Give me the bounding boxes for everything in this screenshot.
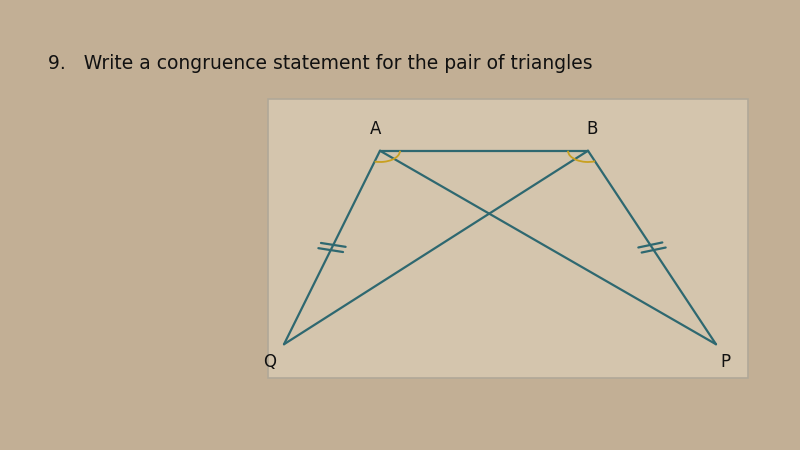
Text: 9.   Write a congruence statement for the pair of triangles: 9. Write a congruence statement for the …: [48, 54, 593, 73]
Text: Q: Q: [263, 353, 276, 371]
Text: B: B: [586, 120, 598, 138]
Text: P: P: [720, 353, 730, 371]
Text: A: A: [370, 120, 382, 138]
FancyBboxPatch shape: [268, 99, 748, 378]
